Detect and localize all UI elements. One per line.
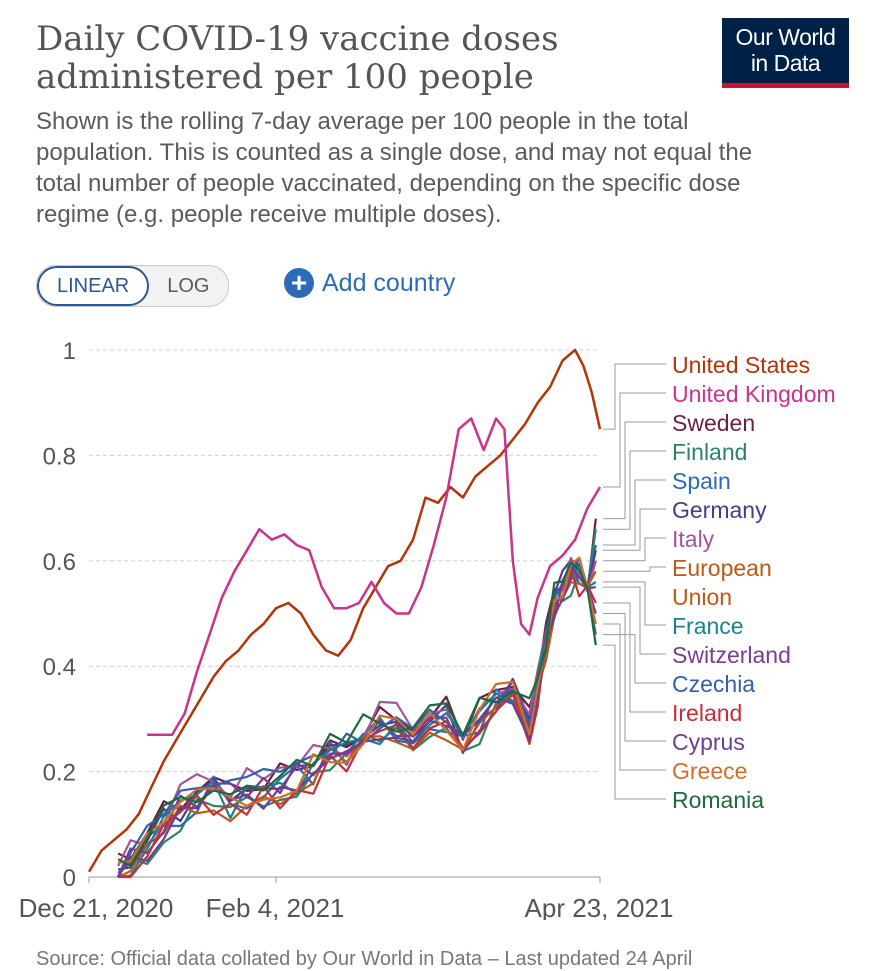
y-tick-label-5: 1 [63,338,76,365]
series-line-united-states [87,348,602,873]
legend-connector-gr [603,623,666,771]
legend-label-eu2[interactable]: Union [672,584,732,610]
x-tick-label-0: Dec 21, 2020 [19,893,174,920]
legend-label-gr[interactable]: Greece [672,758,747,784]
legend-connector-us [603,363,666,430]
y-tick-label-1: 0.2 [43,760,76,787]
legend-connector-cz [603,634,666,684]
legend-label-fi[interactable]: Finland [672,439,747,465]
add-country-label: Add country [322,268,456,297]
chart-subtitle: Shown is the rolling 7-day average per 1… [36,108,753,228]
y-tick-label-3: 0.6 [43,549,76,576]
legend-connector-ie [603,602,666,713]
legend-label-eu1[interactable]: European [672,555,772,581]
legend-connector-se [603,421,666,520]
legend-label-de[interactable]: Germany [672,497,767,523]
legend-connector-cy [603,613,666,742]
y-tick-label-4: 0.8 [43,443,76,470]
legend-label-uk[interactable]: United Kingdom [672,381,836,407]
legend-connector-de [603,508,666,551]
series-line-united-kingdom [147,417,602,736]
legend-connector-es [603,479,666,546]
plus-icon: + [284,268,314,298]
scale-toggle: LINEAR LOG [36,265,229,307]
legend-label-ch[interactable]: Switzerland [672,642,791,668]
series-line-romania [117,561,597,867]
legend-label-cy[interactable]: Cyprus [672,729,745,755]
legend-connector-eu1 [603,566,666,572]
legend-label-ie[interactable]: Ireland [672,700,742,726]
logo-line-1: Our World [735,24,836,50]
legend-connector-ch [603,586,666,655]
legend-label-se[interactable]: Sweden [672,410,755,436]
y-tick-label-0: 0 [63,865,76,892]
chart-title: Daily COVID-19 vaccine doses administere… [36,19,559,97]
y-tick-label-2: 0.4 [43,654,76,681]
series-line-finland [117,529,597,877]
legend-connector-fr [603,581,666,626]
x-tick-label-2: Apr 23, 2021 [525,893,674,920]
legend-connector-it [603,537,666,562]
add-country-button[interactable]: + Add country [284,268,455,298]
legend-connector-fi [603,450,666,530]
legend-label-es[interactable]: Spain [672,468,731,494]
legend-label-fr[interactable]: France [672,613,744,639]
legend-label-cz[interactable]: Czechia [672,671,755,697]
owid-logo[interactable]: Our World in Data [722,18,849,88]
legend-label-ro[interactable]: Romania [672,787,764,813]
linear-scale-button[interactable]: LINEAR [37,266,150,306]
legend-label-us[interactable]: United States [672,352,810,378]
log-scale-button[interactable]: LOG [167,275,210,297]
legend-connector-uk [603,392,666,488]
logo-line-2: in Data [750,50,821,76]
legend-label-it[interactable]: Italy [672,526,715,552]
line-chart: 0 0.2 0.4 0.6 0.8 1 Dec 21, 2020 Feb 4, 2021 Apr… [19,338,836,920]
x-tick-label-1: Feb 4, 2021 [206,893,345,920]
series-line-sweden [117,518,597,861]
legend-connector-ro [603,644,666,800]
